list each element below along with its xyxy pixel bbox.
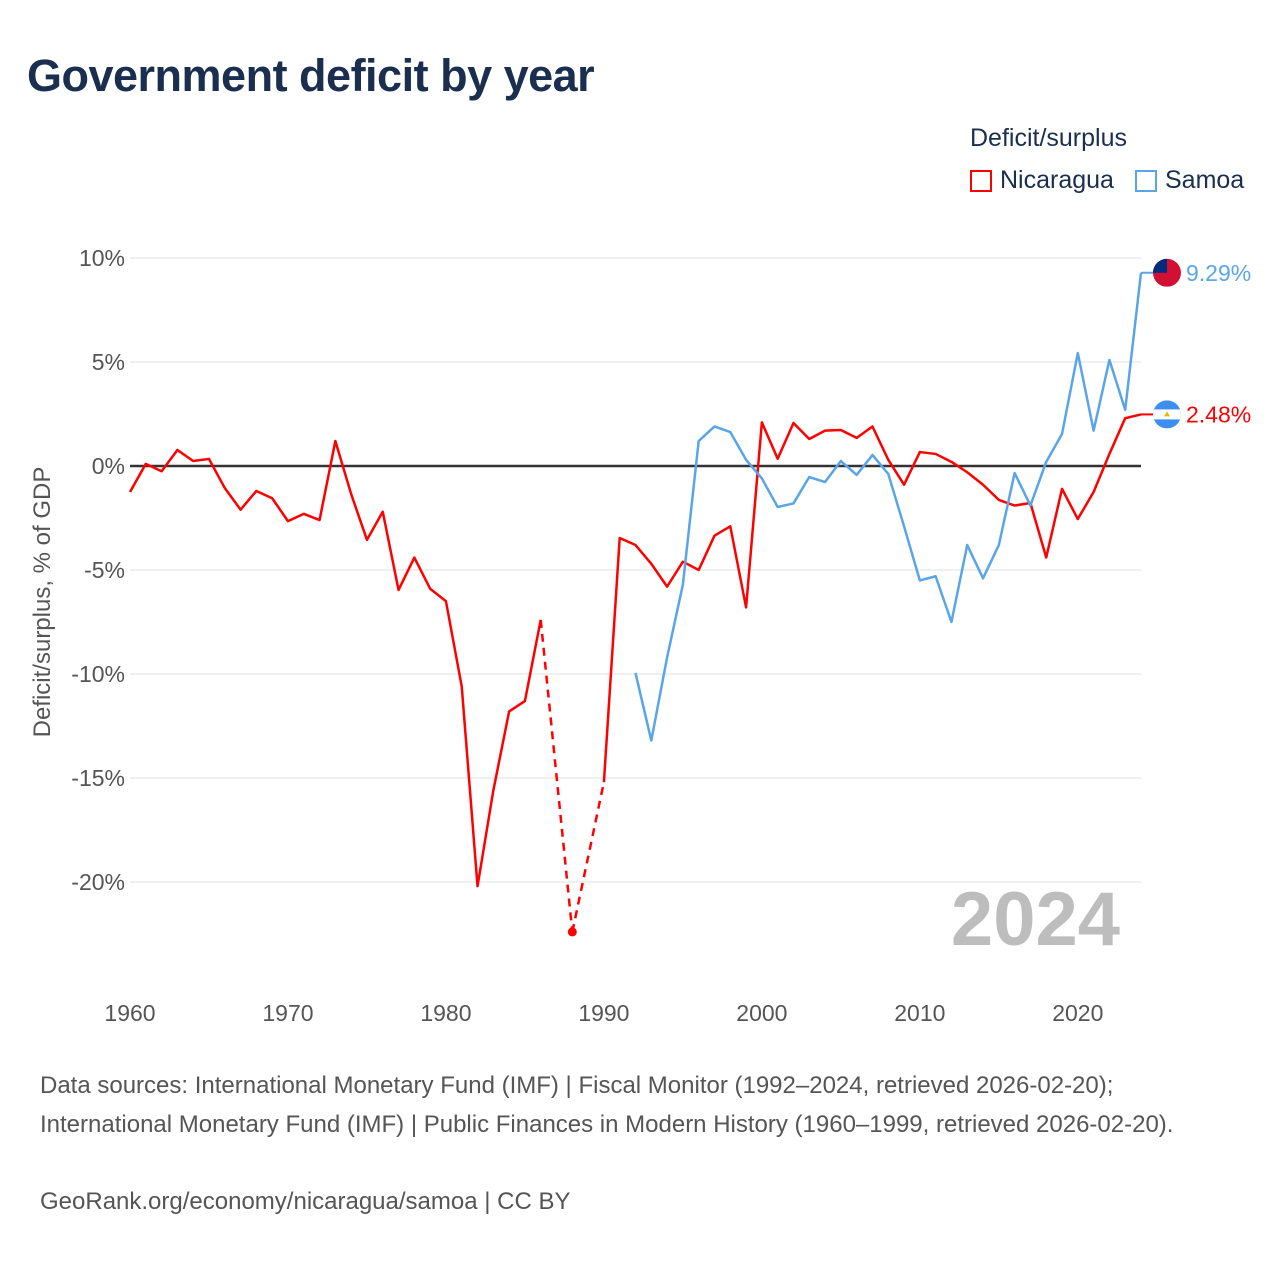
- y-tick-label: -5%: [84, 557, 125, 583]
- legend-item-samoa[interactable]: Samoa: [1135, 166, 1244, 195]
- y-tick-label: -20%: [71, 869, 125, 895]
- nicaragua-flag-icon: [1153, 400, 1181, 429]
- series-line-samoa: [634, 272, 1143, 742]
- legend-item-nicaragua[interactable]: Nicaragua: [970, 166, 1114, 195]
- flag-emblem: [1164, 411, 1170, 417]
- flag-canton: [1153, 258, 1167, 273]
- legend-swatch-samoa: [1135, 169, 1157, 192]
- x-tick-label: 2010: [894, 1000, 945, 1026]
- x-tick-label: 1990: [578, 1000, 629, 1026]
- legend-label: Nicaragua: [1000, 166, 1114, 194]
- data-sources: Data sources: International Monetary Fun…: [40, 1072, 1174, 1138]
- series-line-nicaragua: [128, 439, 542, 888]
- legend-label: Samoa: [1165, 166, 1245, 194]
- series-gap-nicaragua: [571, 781, 606, 933]
- y-tick-label: -15%: [71, 765, 125, 791]
- x-tick-label: 2020: [1052, 1000, 1103, 1026]
- x-tick-label: 1960: [104, 1000, 155, 1026]
- samoa-flag-icon: [1153, 258, 1181, 287]
- x-tick-label: 1980: [420, 1000, 471, 1026]
- series-line-nicaragua: [602, 413, 1142, 783]
- series-gap-nicaragua: [539, 619, 574, 933]
- y-tick-label: 10%: [79, 245, 125, 271]
- year-watermark: 2024: [951, 877, 1120, 962]
- end-value-label-nicaragua: 2.48%: [1186, 401, 1251, 427]
- credit-link[interactable]: GeoRank.org/economy/nicaragua/samoa | CC…: [40, 1188, 571, 1215]
- line-chart: 10% 5% 0% -5% -10% -15% -20% 1960 1970 1980 1990 20…: [29, 245, 1251, 1026]
- y-tick-label: 0%: [92, 453, 125, 479]
- y-tick-label: 5%: [92, 349, 125, 375]
- legend-title: Deficit/surplus: [970, 124, 1127, 152]
- y-tick-label: -10%: [71, 661, 125, 687]
- data-point-nicaragua: [567, 927, 577, 937]
- legend-swatch-nicaragua: [970, 169, 992, 192]
- chart-title: Government deficit by year: [27, 50, 595, 101]
- x-tick-label: 2000: [736, 1000, 787, 1026]
- x-tick-label: 1970: [262, 1000, 313, 1026]
- y-axis-label: Deficit/surplus, % of GDP: [29, 467, 56, 738]
- end-value-label-samoa: 9.29%: [1186, 260, 1251, 286]
